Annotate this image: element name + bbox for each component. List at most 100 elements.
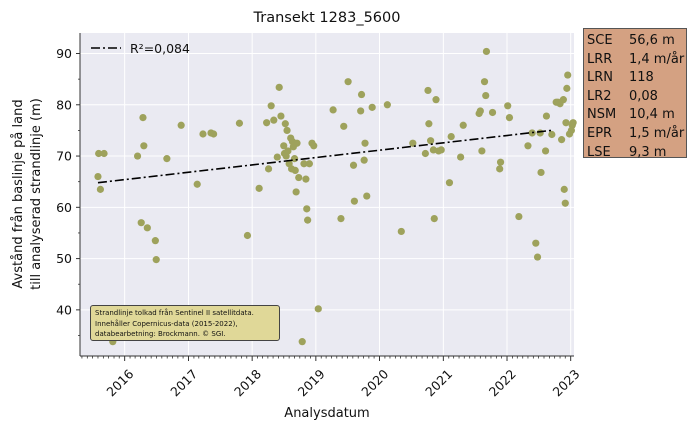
data-point bbox=[329, 106, 337, 114]
stat-value: 1,5 m/år bbox=[629, 125, 685, 141]
plot-area bbox=[80, 33, 574, 356]
stat-value: 1,4 m/år bbox=[629, 51, 685, 67]
data-point bbox=[273, 153, 281, 161]
data-point bbox=[488, 108, 497, 117]
legend: R²=0,084 bbox=[91, 41, 190, 56]
data-point bbox=[302, 175, 310, 183]
data-point bbox=[177, 121, 185, 129]
data-point bbox=[263, 119, 271, 127]
x-tick-label: 2018 bbox=[231, 366, 264, 399]
data-point bbox=[524, 142, 532, 150]
data-point bbox=[482, 91, 490, 100]
stat-value: 10,4 m bbox=[629, 107, 675, 123]
data-point bbox=[368, 103, 376, 111]
y-tick-label: 60 bbox=[56, 200, 72, 215]
x-tick-label: 2022 bbox=[486, 366, 519, 399]
data-point bbox=[505, 113, 514, 122]
x-tick-label: 2016 bbox=[103, 366, 136, 399]
data-point bbox=[210, 130, 218, 138]
stat-value: 118 bbox=[629, 70, 654, 86]
data-point bbox=[548, 130, 556, 139]
x-tick-label: 2020 bbox=[358, 366, 391, 399]
y-tick-label: 90 bbox=[56, 46, 72, 61]
data-point bbox=[457, 153, 465, 161]
data-point bbox=[357, 107, 365, 115]
x-axis-label: Analysdatum bbox=[284, 406, 369, 421]
data-point bbox=[357, 90, 366, 99]
x-tick-label: 2023 bbox=[549, 366, 582, 399]
data-point bbox=[137, 219, 145, 227]
stat-value: 0,08 bbox=[629, 88, 658, 104]
data-point bbox=[432, 96, 440, 104]
data-point bbox=[480, 78, 489, 86]
data-point bbox=[310, 142, 318, 150]
data-point bbox=[504, 102, 512, 110]
data-point bbox=[304, 216, 312, 224]
data-point bbox=[283, 126, 291, 135]
data-point bbox=[569, 119, 577, 127]
data-point bbox=[235, 119, 244, 127]
data-point bbox=[360, 156, 368, 164]
data-point bbox=[532, 239, 540, 247]
stat-row-lrr: LRR 1,4 m/år bbox=[587, 51, 686, 70]
data-point bbox=[558, 136, 566, 144]
data-point bbox=[305, 160, 313, 168]
data-point bbox=[478, 147, 486, 155]
chart-title: Transekt 1283_5600 bbox=[253, 10, 401, 26]
data-point bbox=[496, 165, 504, 173]
data-point bbox=[361, 139, 369, 147]
data-point bbox=[284, 147, 292, 155]
stat-key: LRR bbox=[587, 51, 613, 67]
data-point bbox=[559, 96, 567, 104]
data-point bbox=[349, 161, 358, 169]
data-point bbox=[562, 119, 570, 127]
data-point bbox=[445, 179, 454, 187]
stat-key: LR2 bbox=[587, 88, 612, 104]
data-point bbox=[537, 168, 545, 177]
data-point bbox=[290, 155, 299, 163]
data-point bbox=[542, 112, 551, 120]
x-tick-label: 2019 bbox=[295, 366, 328, 399]
data-points bbox=[94, 47, 577, 346]
source-note-line: Innehåller Copernicus-data (2015-2022), bbox=[95, 319, 238, 328]
stat-value: 56,6 m bbox=[629, 33, 675, 48]
grid-lines bbox=[80, 33, 574, 356]
data-point bbox=[303, 205, 311, 213]
data-point bbox=[350, 197, 358, 205]
stat-value: 9,3 m bbox=[629, 144, 667, 160]
stat-row-sce: SCE 56,6 m bbox=[587, 32, 686, 51]
data-point bbox=[270, 116, 278, 124]
trend-line bbox=[97, 129, 552, 184]
x-tick-label: 2017 bbox=[167, 366, 200, 399]
data-point bbox=[560, 185, 568, 193]
data-point bbox=[95, 149, 103, 158]
data-point bbox=[277, 112, 285, 120]
stat-row-lrn: LRN 118 bbox=[587, 69, 686, 88]
data-point bbox=[344, 78, 352, 86]
data-point bbox=[139, 113, 147, 122]
data-point bbox=[255, 184, 263, 192]
data-point bbox=[564, 71, 572, 79]
source-note-line: databearbetning: Brockmann. © SGI. bbox=[95, 330, 226, 338]
data-point bbox=[275, 83, 283, 91]
stat-key: SCE bbox=[587, 33, 613, 48]
data-point bbox=[482, 47, 491, 56]
data-point bbox=[541, 147, 550, 155]
stat-row-nsm: NSM 10,4 m bbox=[587, 106, 686, 125]
data-point bbox=[199, 130, 207, 138]
x-tick-label: 2021 bbox=[422, 366, 455, 399]
data-point bbox=[281, 120, 289, 128]
stat-key: EPR bbox=[587, 125, 613, 141]
data-point bbox=[383, 101, 391, 109]
data-point bbox=[476, 107, 484, 115]
legend-label: R²=0,084 bbox=[130, 41, 190, 56]
data-point bbox=[427, 137, 435, 145]
data-point bbox=[340, 122, 348, 130]
data-point bbox=[459, 121, 467, 129]
data-point bbox=[143, 224, 151, 232]
data-point bbox=[314, 305, 322, 313]
data-point bbox=[397, 227, 405, 236]
data-point bbox=[300, 160, 308, 168]
data-point bbox=[100, 149, 108, 158]
